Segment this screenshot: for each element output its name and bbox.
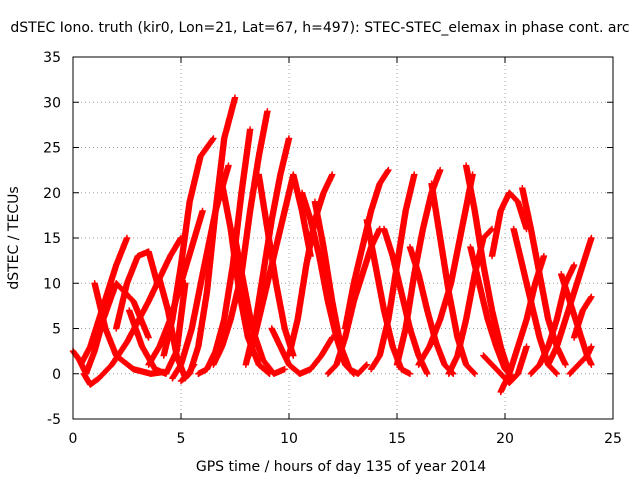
series-arc18 [246, 171, 314, 359]
series-arc27 [367, 171, 418, 373]
x-axis-title: GPS time / hours of day 135 of year 2014 [196, 459, 486, 475]
y-tick-label: 15 [43, 231, 61, 247]
series-arc41 [545, 234, 595, 368]
y-tick-label: -5 [47, 412, 61, 428]
series-arc36 [488, 189, 530, 260]
y-axis-title: dSTEC / TECUs [6, 186, 22, 289]
y-tick-labels: -5 0 5 10 15 20 25 30 35 [43, 50, 61, 428]
x-tick-label: 25 [604, 431, 622, 447]
x-tick-label: 5 [177, 431, 186, 447]
y-tick-label: 0 [52, 367, 61, 383]
y-tick-label: 25 [43, 141, 61, 157]
x-tick-label: 15 [388, 431, 406, 447]
x-tick-label: 20 [496, 431, 514, 447]
series-arc31 [428, 180, 478, 377]
chart-title: dSTEC Iono. truth (kir0, Lon=21, Lat=67,… [10, 20, 629, 36]
series-arc9 [160, 135, 217, 359]
y-tick-label: 30 [43, 95, 61, 111]
y-tick-label: 35 [43, 50, 61, 66]
series-arc33 [462, 162, 513, 377]
x-tick-labels: 0 5 10 15 20 25 [69, 431, 622, 447]
series-arc11 [177, 94, 239, 385]
series-arc14 [218, 180, 273, 377]
y-tick-label: 10 [43, 276, 61, 292]
ticks [72, 56, 614, 420]
series-arc44 [570, 293, 595, 341]
series-arc38 [510, 225, 560, 377]
series-arc19 [268, 325, 336, 377]
x-tick-label: 10 [280, 431, 298, 447]
data-marks [69, 94, 595, 396]
series-arc43 [566, 343, 595, 377]
x-tick-label: 0 [69, 431, 78, 447]
series-arc34 [467, 243, 517, 382]
y-tick-label: 20 [43, 186, 61, 202]
series-arc5 [113, 248, 161, 332]
y-tick-label: 5 [52, 322, 61, 338]
series-arc30 [415, 171, 476, 368]
series-arc4 [91, 280, 167, 377]
